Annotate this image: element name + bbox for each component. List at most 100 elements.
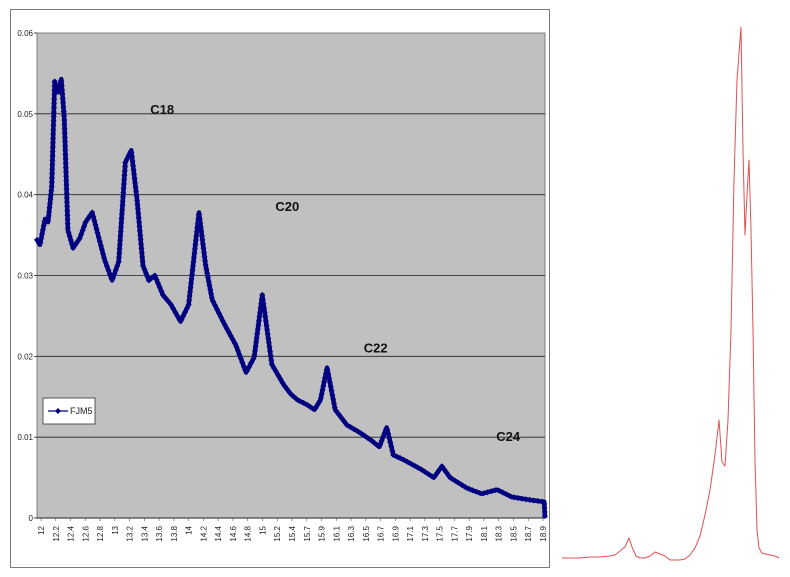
x-tick-label: 12 — [37, 525, 46, 534]
data-point-marker — [338, 415, 345, 422]
data-point-marker — [46, 200, 53, 207]
data-point-marker — [49, 139, 56, 146]
data-point-marker — [201, 249, 208, 256]
data-point-marker — [50, 122, 57, 129]
y-tick-label: 0.02 — [17, 352, 33, 361]
x-tick-label: 18.3 — [495, 525, 504, 541]
data-point-marker — [190, 258, 197, 265]
data-point-marker — [60, 99, 67, 106]
data-point-marker — [193, 228, 200, 235]
data-point-marker — [61, 121, 68, 128]
data-point-marker — [320, 382, 327, 389]
data-point-marker — [89, 209, 96, 216]
data-point-marker — [188, 275, 195, 282]
data-point-marker — [341, 418, 348, 425]
data-point-marker — [64, 225, 71, 232]
x-axis-ticks: 12 12.2 12.4 12.6 12.8 13 13.2 13.4 13.6 13.8 14 14… — [37, 518, 548, 542]
data-point-marker — [120, 185, 127, 192]
data-point-marker — [197, 219, 204, 226]
data-point-marker — [117, 228, 124, 235]
x-tick-label: 16.9 — [391, 525, 400, 541]
data-point-marker — [60, 104, 67, 111]
data-point-marker — [187, 284, 194, 291]
data-point-marker — [136, 227, 143, 234]
data-point-marker — [541, 508, 548, 515]
legend: FJM5 — [42, 397, 96, 425]
data-point-marker — [317, 394, 324, 401]
data-point-marker — [38, 235, 45, 242]
data-point-marker — [135, 210, 142, 217]
data-point-marker — [128, 149, 135, 156]
data-point-marker — [62, 142, 69, 149]
data-point-marker — [321, 378, 328, 385]
data-point-marker — [100, 250, 107, 257]
data-point-marker — [255, 321, 262, 328]
x-tick-label: 16.5 — [362, 525, 371, 541]
data-point-marker — [136, 219, 143, 226]
data-point-marker — [196, 215, 203, 222]
peak-annotations: C18 C20 C22 C24 — [150, 102, 521, 444]
data-point-marker — [186, 297, 193, 304]
fjm5-line-chart: 0 0.01 0.02 0.03 0.04 0.05 0.06 12 12.2 12.4 12.6… — [17, 29, 548, 542]
data-point-marker — [324, 366, 331, 373]
data-point-marker — [63, 194, 70, 201]
data-point-marker — [139, 258, 146, 265]
data-point-marker — [318, 390, 325, 397]
data-point-marker — [329, 391, 336, 398]
data-point-marker — [389, 447, 396, 454]
data-point-marker — [40, 222, 47, 229]
data-point-marker — [541, 512, 548, 519]
data-point-marker — [257, 309, 264, 316]
data-point-marker — [190, 254, 197, 261]
x-tick-label: 13.2 — [126, 525, 135, 541]
data-point-marker — [134, 201, 141, 208]
data-point-marker — [133, 188, 140, 195]
data-point-marker — [118, 224, 125, 231]
data-point-marker — [194, 224, 201, 231]
data-point-marker — [185, 301, 192, 308]
data-point-marker — [121, 167, 128, 174]
data-point-marker — [49, 166, 56, 173]
data-point-marker — [189, 263, 196, 270]
x-tick-label: 17.3 — [421, 525, 430, 541]
data-point-marker — [199, 236, 206, 243]
data-point-marker — [259, 296, 266, 303]
x-tick-label: 15.9 — [318, 525, 327, 541]
data-point-marker — [130, 162, 137, 169]
data-point-marker — [51, 91, 58, 98]
data-point-marker — [96, 238, 103, 245]
legend-label: FJM5 — [70, 406, 93, 416]
data-point-marker — [63, 173, 70, 180]
data-point-marker — [39, 231, 46, 238]
data-point-marker — [186, 293, 193, 300]
data-point-marker — [120, 189, 127, 196]
data-point-marker — [131, 175, 138, 182]
data-point-marker — [50, 135, 57, 142]
data-point-marker — [63, 177, 70, 184]
x-tick-label: 12.8 — [96, 525, 105, 541]
data-point-marker — [61, 117, 68, 124]
fjm5-series — [34, 76, 548, 519]
data-point-marker — [62, 155, 69, 162]
x-tick-label: 14 — [185, 525, 194, 534]
data-point-marker — [200, 245, 207, 252]
data-point-marker — [45, 217, 52, 224]
data-point-marker — [62, 151, 69, 158]
data-point-marker — [192, 237, 199, 244]
data-point-marker — [61, 112, 68, 119]
data-point-marker — [187, 288, 194, 295]
x-tick-label: 13.8 — [170, 525, 179, 541]
x-tick-label: 15.4 — [288, 525, 297, 541]
data-point-marker — [198, 232, 205, 239]
data-point-marker — [260, 300, 267, 307]
x-tick-label: 17.9 — [465, 525, 474, 541]
data-point-marker — [134, 206, 141, 213]
data-point-marker — [264, 331, 271, 338]
data-point-marker — [259, 291, 266, 298]
data-point-marker — [50, 131, 57, 138]
data-point-marker — [384, 426, 391, 433]
data-point-marker — [326, 379, 333, 386]
data-point-marker — [64, 199, 71, 206]
x-tick-label: 14.2 — [199, 525, 208, 541]
data-point-marker — [137, 232, 144, 239]
